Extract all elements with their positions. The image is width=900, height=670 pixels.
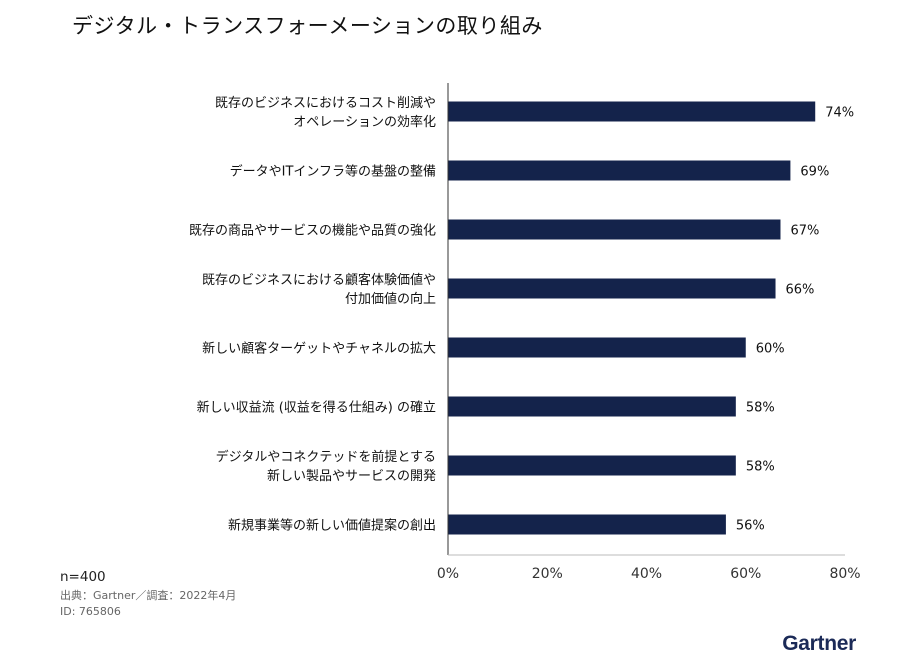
bar-7	[448, 455, 736, 476]
gartner-logo: Gartner	[782, 632, 856, 655]
bars-group	[448, 101, 816, 535]
chart-title: デジタル・トランスフォーメーションの取り組み	[72, 14, 543, 38]
value-label-4: 66%	[786, 283, 815, 298]
category-label-7: デジタルやコネクテッドを前提とする新しい製品やサービスの開発	[216, 449, 436, 484]
value-label-6: 58%	[746, 401, 775, 416]
value-label-7: 58%	[746, 460, 775, 475]
category-label-3: 既存の商品やサービスの機能や品質の強化	[189, 224, 436, 239]
category-label-4: 既存のビジネスにおける顧客体験価値や付加価値の向上	[202, 272, 436, 307]
category-label-5: 新しい顧客ターゲットやチャネルの拡大	[202, 341, 436, 357]
x-tick-label-80: 80%	[829, 566, 860, 582]
bar-1	[448, 101, 816, 122]
bar-6	[448, 396, 736, 417]
category-label-6: 新しい収益流 (収益を得る仕組み) の確立	[197, 400, 436, 416]
source-label: 出典：Gartner／調査：2022年4月	[60, 589, 237, 602]
value-label-1: 74%	[825, 106, 854, 121]
category-label-8: 新規事業等の新しい価値提案の創出	[228, 518, 436, 534]
value-label-3: 67%	[790, 224, 819, 239]
category-labels-group: 既存のビジネスにおけるコスト削減やオペレーションの効率化データやITインフラ等の…	[189, 95, 436, 534]
bar-4	[448, 278, 776, 299]
bar-3	[448, 219, 781, 240]
value-label-8: 56%	[736, 519, 765, 534]
value-labels-group: 74% 69% 67% 66% 60% 58% 58% 56%	[736, 106, 854, 534]
value-label-2: 69%	[800, 165, 829, 180]
sample-size-label: n=400	[60, 569, 106, 585]
category-label-2: データやITインフラ等の基盤の整備	[230, 164, 436, 180]
x-tick-label-0: 0%	[437, 566, 459, 582]
x-tick-label-20: 20%	[532, 566, 563, 582]
bar-2	[448, 160, 791, 181]
bar-8	[448, 514, 726, 535]
bar-5	[448, 337, 746, 358]
footnote: n=400 出典：Gartner／調査：2022年4月 ID: 765806	[60, 569, 236, 618]
value-label-5: 60%	[756, 342, 785, 357]
x-tick-label-40: 40%	[631, 566, 662, 582]
x-tick-label-60: 60%	[730, 566, 761, 582]
id-label: ID: 765806	[60, 605, 121, 618]
x-axis-group: 0% 20% 40% 60% 80%	[437, 83, 861, 582]
category-label-1: 既存のビジネスにおけるコスト削減やオペレーションの効率化	[215, 95, 436, 130]
